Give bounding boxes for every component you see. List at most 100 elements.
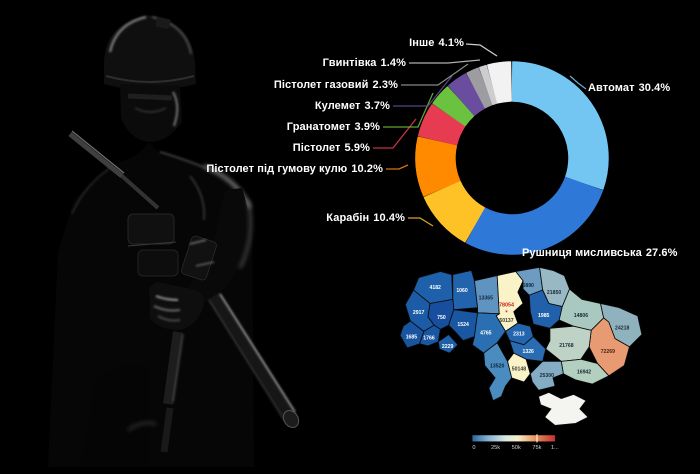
pie-label-name: Інше <box>409 37 435 49</box>
region-value: 25300 <box>540 373 554 379</box>
finger-highlight-3 <box>157 315 181 322</box>
pie-label-karabin: Карабін 10.4% <box>326 212 405 224</box>
soldier-silhouette <box>48 15 300 467</box>
helmet-mount <box>155 17 171 29</box>
muzzle-cap <box>282 410 300 428</box>
pie-label-hvyntivka: Гвинтівка 1.4% <box>323 57 406 69</box>
map-region-donetsk[interactable] <box>588 317 630 377</box>
pie-label-name: Пістолет <box>292 142 341 154</box>
leg-shade <box>80 365 150 467</box>
pie-label-name: Пістолет під гумову кулю <box>206 163 348 175</box>
region-value: 1524 <box>457 322 469 328</box>
arm-rim-light <box>239 199 252 269</box>
map-legend: 0 25k 50k 75k 1... <box>472 434 559 451</box>
pie-label-name: Гвинтівка <box>322 57 377 69</box>
face-rim-light <box>172 91 179 127</box>
donut-slice-10[interactable] <box>487 61 512 104</box>
legend-tick-75k: 75k <box>532 445 541 451</box>
magazine-glint <box>172 333 184 403</box>
region-value: 1766 <box>423 336 435 342</box>
rifle-magazine <box>163 331 183 405</box>
region-value: 1326 <box>522 349 534 355</box>
pie-label-humova: Пістолет під гумову кулю 10.2% <box>206 163 383 175</box>
pie-label-inshe: Інше 4.1% <box>409 37 464 49</box>
region-value: 750 <box>437 315 446 321</box>
goggle-strap <box>127 93 173 101</box>
region-value: 1985 <box>538 313 550 319</box>
donut-slice-4[interactable] <box>415 136 461 197</box>
region-value: 24218 <box>615 325 629 331</box>
region-value: 2917 <box>413 310 425 316</box>
pie-label-value: 3.7% <box>364 100 390 112</box>
shoulder-rim-light <box>203 164 252 209</box>
map-region-chernivtsi[interactable] <box>437 333 459 354</box>
map-region-crimea[interactable] <box>538 391 589 426</box>
pie-label-gazovyi: Пістолет газовий 2.3% <box>274 79 398 91</box>
finger-highlight-1 <box>155 295 179 301</box>
rifle-suppressor <box>208 292 296 420</box>
donut-slice-9[interactable] <box>479 64 498 106</box>
left-shoulder-shade <box>71 167 111 215</box>
region-value: 13520 <box>490 364 504 370</box>
region-value: 4182 <box>429 285 441 291</box>
soldier-silhouette-image <box>48 15 300 467</box>
pie-label-hranatomet: Гранатомет 3.9% <box>287 121 380 133</box>
pie-label-name: Гранатомет <box>286 121 351 133</box>
sling-highlight <box>71 130 125 174</box>
cheek-highlight <box>134 107 167 113</box>
rifle-stock-lower <box>160 407 174 453</box>
map-region-zaporizhzhia[interactable] <box>560 358 610 385</box>
pie-label-value: 10.4% <box>373 212 405 224</box>
suppressor-edge-light <box>219 293 296 413</box>
donut-slice-8[interactable] <box>466 67 493 109</box>
legend-colorbar <box>472 435 556 442</box>
donut-slice-1[interactable] <box>511 61 609 190</box>
kyiv-city-value: 78054 <box>499 303 514 309</box>
region-value: 21768 <box>559 343 573 349</box>
pie-label-avtomat: Автомат 30.4% <box>588 82 670 94</box>
pie-label-value: 10.2% <box>351 163 383 175</box>
region-value: 50148 <box>512 367 526 373</box>
chest-pouch <box>127 213 175 245</box>
kyiv-city-marker-icon: ✶ <box>505 309 509 314</box>
ukraine-choropleth-map: 4182 1060 13365 50137 6890 21850 2917 75… <box>399 266 643 451</box>
pie-label-pistolet: Пістолет 5.9% <box>293 142 370 154</box>
map-region-odesa[interactable] <box>483 342 513 402</box>
helmet <box>103 15 196 90</box>
pie-label-value: 5.9% <box>344 142 370 154</box>
region-value: 72269 <box>601 349 615 355</box>
receiver-glint-2 <box>195 261 215 267</box>
map-regions <box>399 266 643 426</box>
rifle-sling <box>68 132 124 178</box>
legend-tick-100k: 1... <box>551 445 559 451</box>
sling-lower <box>120 174 160 210</box>
helmet-band <box>105 75 195 83</box>
leader-line-inshe <box>465 43 498 57</box>
pie-label-name: Пістолет газовий <box>273 79 369 91</box>
pie-label-value: 3.9% <box>354 121 380 133</box>
helmet-rim-light <box>108 15 147 53</box>
region-value: 2229 <box>442 344 454 350</box>
region-value: 13365 <box>479 295 493 301</box>
donut-slice-3[interactable] <box>423 180 485 243</box>
pie-label-name: Карабін <box>326 212 370 224</box>
collar-highlight <box>159 151 207 169</box>
legend-marker-tick <box>536 434 538 443</box>
legend-tick-25k: 25k <box>491 445 500 451</box>
region-value: 2313 <box>513 332 525 338</box>
region-value: 14806 <box>574 313 588 319</box>
leader-line-humova <box>386 164 409 170</box>
map-region-ternopil[interactable] <box>427 298 455 330</box>
pie-label-value: 2.3% <box>372 79 398 91</box>
map-region-kherson[interactable] <box>529 360 564 391</box>
pie-label-name: Рушниця мисливська <box>522 247 642 259</box>
hood-fold <box>189 175 206 221</box>
donut-slice-2[interactable] <box>465 176 603 255</box>
region-value: 1685 <box>406 335 418 341</box>
map-region-values: 4182 1060 13365 50137 6890 21850 2917 75… <box>406 283 630 379</box>
region-value: 21850 <box>547 290 561 296</box>
knee-glint <box>127 421 157 432</box>
receiver-glint <box>189 239 207 245</box>
